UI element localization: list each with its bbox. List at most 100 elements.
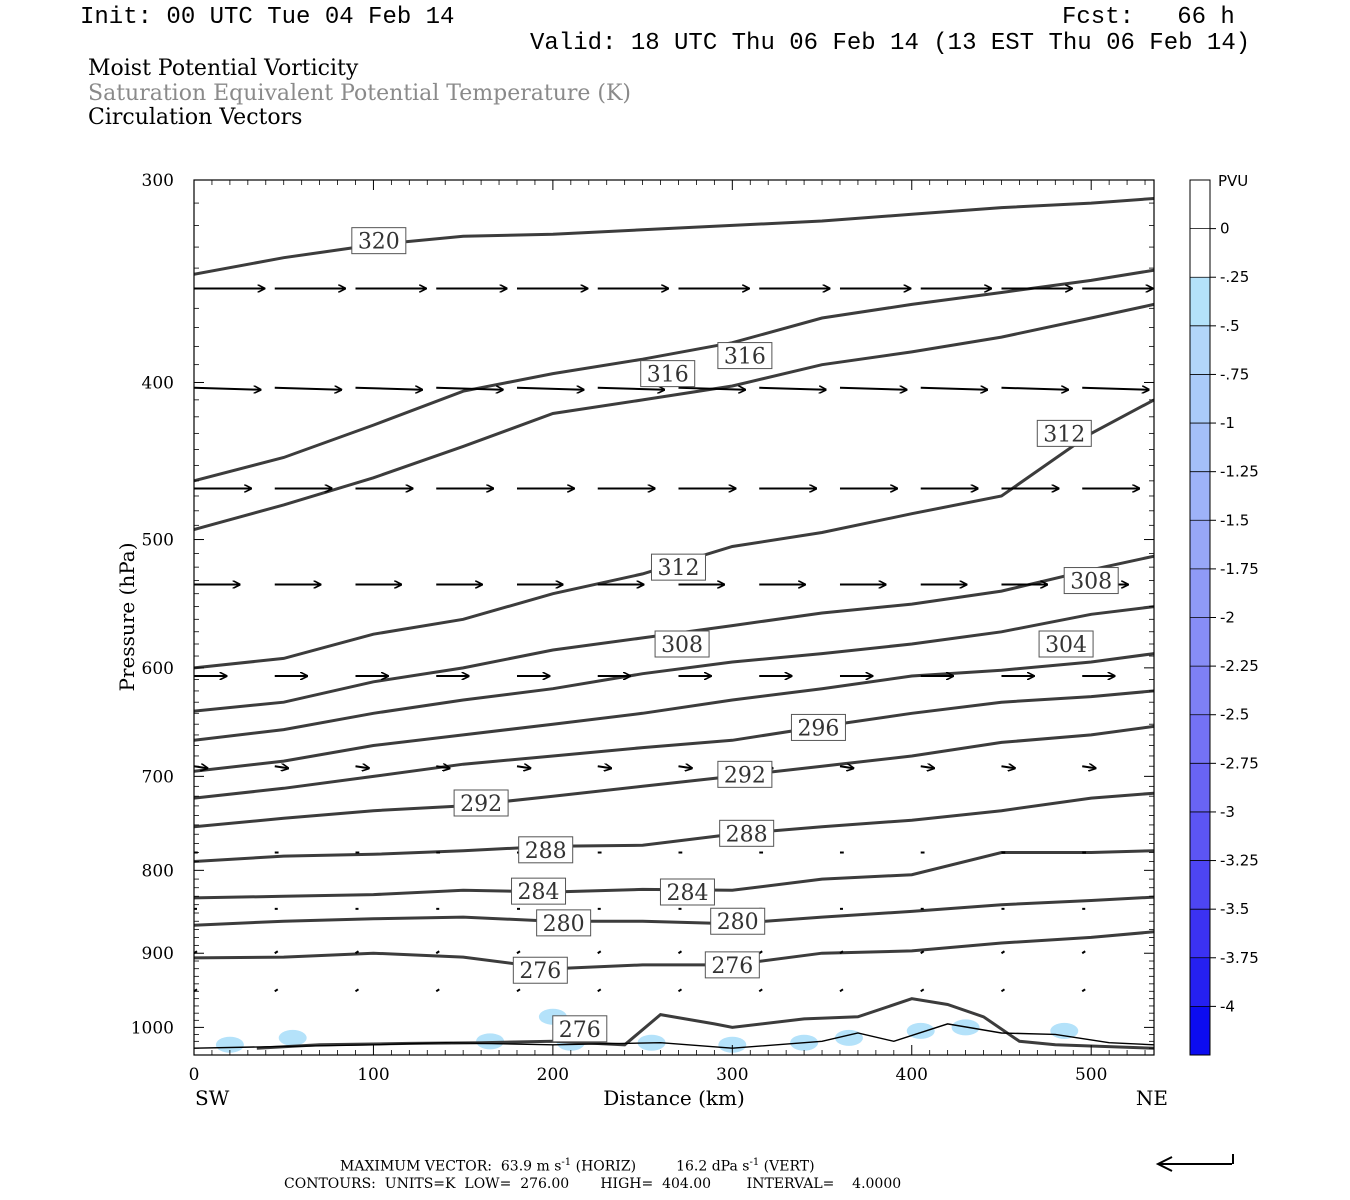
mpv-patch [718,1036,747,1053]
colorbar-level-label: 0 [1220,220,1230,238]
contour-label-text: 288 [726,822,768,847]
x-tick-label: 200 [537,1065,569,1085]
circulation-vector [677,950,683,955]
circulation-vector [435,950,440,955]
colorbar-level-label: -1.75 [1220,560,1259,578]
y-axis-label: Pressure (hPa) [115,543,139,692]
negative-mpv-shading [215,1008,1079,1053]
circulation-vector [355,766,368,768]
circulation-vector [516,388,584,390]
contour-label-box [536,909,592,937]
circulation-vector [920,988,925,993]
colorbar-bin [1190,957,1210,1007]
y-tick-label: 500 [142,531,174,551]
circulation-vector [839,950,844,955]
circulation-vector [839,388,907,390]
colorbar-title: PVU [1218,172,1248,190]
contour-line [194,268,1154,483]
circulation-vector [1000,988,1006,993]
contour-label-text: 276 [519,959,561,984]
x-axis-label: Distance (km) [603,1086,745,1110]
contour-label-box [453,789,509,817]
field-name-vectors: Circulation Vectors [88,105,303,130]
contour-label: 288 [719,819,775,847]
circulation-vector [1000,950,1006,955]
contour-label: 276 [512,956,568,984]
colorbar-bin [1190,277,1210,326]
contour-label-box [351,227,407,255]
contour-label-box [719,819,775,847]
contour-label-text: 320 [358,230,400,255]
colorbar-bin [1190,1006,1210,1055]
circulation-vector [516,766,530,768]
colorbar-level-label: -4 [1220,997,1235,1015]
theta-es-contours [194,197,1154,1050]
contour-label-box [518,836,574,864]
contour-label: 292 [453,789,509,817]
terrain-line [194,1023,1154,1049]
contour-label: 280 [710,907,766,935]
circulation-vector [597,950,602,955]
x-tick-label: 400 [896,1065,928,1085]
x-tick-label: 500 [1075,1065,1107,1085]
contour-label: 284 [511,877,567,905]
contour-label-box [511,877,567,905]
colorbar-bin [1190,374,1210,424]
contour-labels: 320 316 316 312 312 308 308 304 296 292 292 288 288 2… [351,227,1119,1043]
reference-vector [1155,1154,1234,1172]
contour-label-text: 292 [460,792,502,817]
colorbar-bin [1190,909,1210,958]
y-tick-label: 400 [142,373,174,393]
colorbar-bin [1190,325,1210,375]
ne-endpoint-label: NE [1136,1086,1168,1110]
colorbar-level-label: -3.25 [1220,852,1259,870]
colorbar-bin [1190,860,1210,910]
contour-label: 288 [518,836,574,864]
contour-info-text: CONTOURS: UNITS=K LOW= 276.00 HIGH= 404.… [284,1176,902,1192]
contour-label-text: 308 [1070,570,1112,595]
circulation-vector [759,388,826,390]
contour-line [194,652,1154,773]
contour-label: 308 [654,630,710,658]
y-tick-label: 300 [142,171,174,191]
colorbar-bin [1190,568,1210,618]
contour-label: 316 [717,342,773,370]
contour-label-box [1036,419,1092,447]
circulation-vector [678,388,745,390]
colorbar-level-label: -3.75 [1220,949,1259,967]
forecast-hour: Fcst: 66 h [1062,4,1235,31]
circulation-vector [194,388,261,390]
contour-line [194,895,1154,927]
contour-label-text: 304 [1045,633,1087,658]
contour-label: 296 [790,713,846,741]
colorbar: PVU 0 -.25 -.5 -.75 -1 -1.25 -1.5 -1.75 -2 -2.25 -2… [1189,172,1259,1056]
reference-vector-head-icon [1155,1156,1173,1172]
circulation-vector [920,950,925,955]
contour-label-text: 280 [717,910,759,935]
colorbar-bin [1190,617,1210,667]
contour-line [194,605,1154,742]
contour-label-box [717,342,773,370]
init-time: Init: 00 UTC Tue 04 Feb 14 [80,4,455,31]
y-tick-label: 600 [142,659,174,679]
circulation-vector [1081,950,1086,955]
circulation-vector [516,988,521,993]
plot-frame [193,179,1155,1056]
circulation-vector [435,988,440,993]
contour-label-box [512,956,568,984]
contour-label-text: 292 [724,763,766,788]
colorbar-bin [1190,228,1210,278]
contour-label-box [1063,567,1119,595]
circulation-vector [436,766,449,768]
contour-label: 308 [1063,567,1119,595]
contour-label-text: 276 [711,954,753,979]
contour-label-text: 308 [661,633,703,658]
circulation-vectors [194,288,1153,993]
colorbar-level-label: -.5 [1220,317,1240,335]
circulation-vector [758,988,763,993]
valid-time: Valid: 18 UTC Thu 06 Feb 14 (13 EST Thu … [530,30,1251,57]
colorbar-bin [1190,763,1210,812]
contour-label-box [710,907,766,935]
circulation-vector [678,766,691,768]
